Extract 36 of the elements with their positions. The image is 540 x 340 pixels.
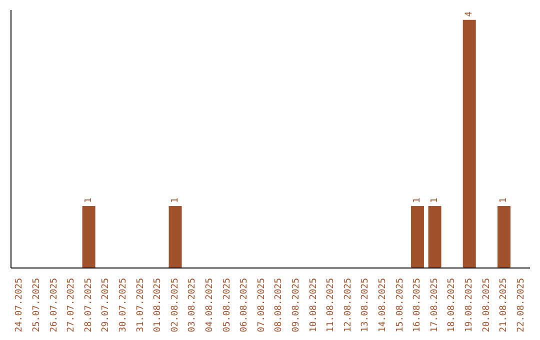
x-tick-label: 20.08.2025	[482, 278, 492, 332]
x-tick-label: 28.07.2025	[84, 278, 94, 332]
x-tick-label: 27.07.2025	[66, 278, 77, 332]
x-tick-label: 10.08.2025	[308, 278, 319, 332]
x-tick-label: 31.07.2025	[136, 278, 146, 332]
x-tick-label: 14.08.2025	[378, 278, 388, 332]
x-tick-label: 15.08.2025	[395, 278, 406, 332]
x-tick-label: 25.07.2025	[32, 278, 42, 332]
data-label: 1	[498, 198, 509, 203]
x-tick-label: 21.08.2025	[499, 278, 510, 332]
x-tick-label: 29.07.2025	[101, 278, 112, 332]
x-tick-label: 22.08.2025	[516, 278, 526, 332]
x-tick-label: 09.08.2025	[291, 278, 302, 332]
x-tick-label: 08.08.2025	[274, 278, 284, 332]
x-tick-label: 16.08.2025	[412, 278, 423, 332]
data-label: 4	[464, 12, 474, 17]
x-tick-label: 02.08.2025	[170, 278, 180, 332]
x-tick-label: 24.07.2025	[14, 278, 25, 332]
x-tick-label: 01.08.2025	[153, 278, 164, 332]
x-tick-label: 04.08.2025	[204, 278, 215, 332]
x-tick-label: 06.08.2025	[240, 278, 250, 332]
x-tick-label: 17.08.2025	[430, 278, 440, 332]
data-label: 1	[84, 198, 94, 203]
data-label: 1	[412, 198, 422, 203]
x-tick-label: 18.08.2025	[447, 278, 458, 332]
x-tick-label: 12.08.2025	[343, 278, 354, 332]
x-tick-label: 07.08.2025	[256, 278, 267, 332]
x-tick-label: 30.07.2025	[118, 278, 128, 332]
x-tick-label: 26.07.2025	[49, 278, 60, 332]
x-tick-label: 13.08.2025	[360, 278, 371, 332]
x-tick-label: 19.08.2025	[464, 278, 474, 332]
data-label: 1	[430, 198, 440, 203]
x-tick-label: 11.08.2025	[326, 278, 336, 332]
x-tick-label: 03.08.2025	[188, 278, 198, 332]
x-tick-label: 05.08.2025	[222, 278, 232, 332]
data-label: 1	[170, 198, 180, 203]
